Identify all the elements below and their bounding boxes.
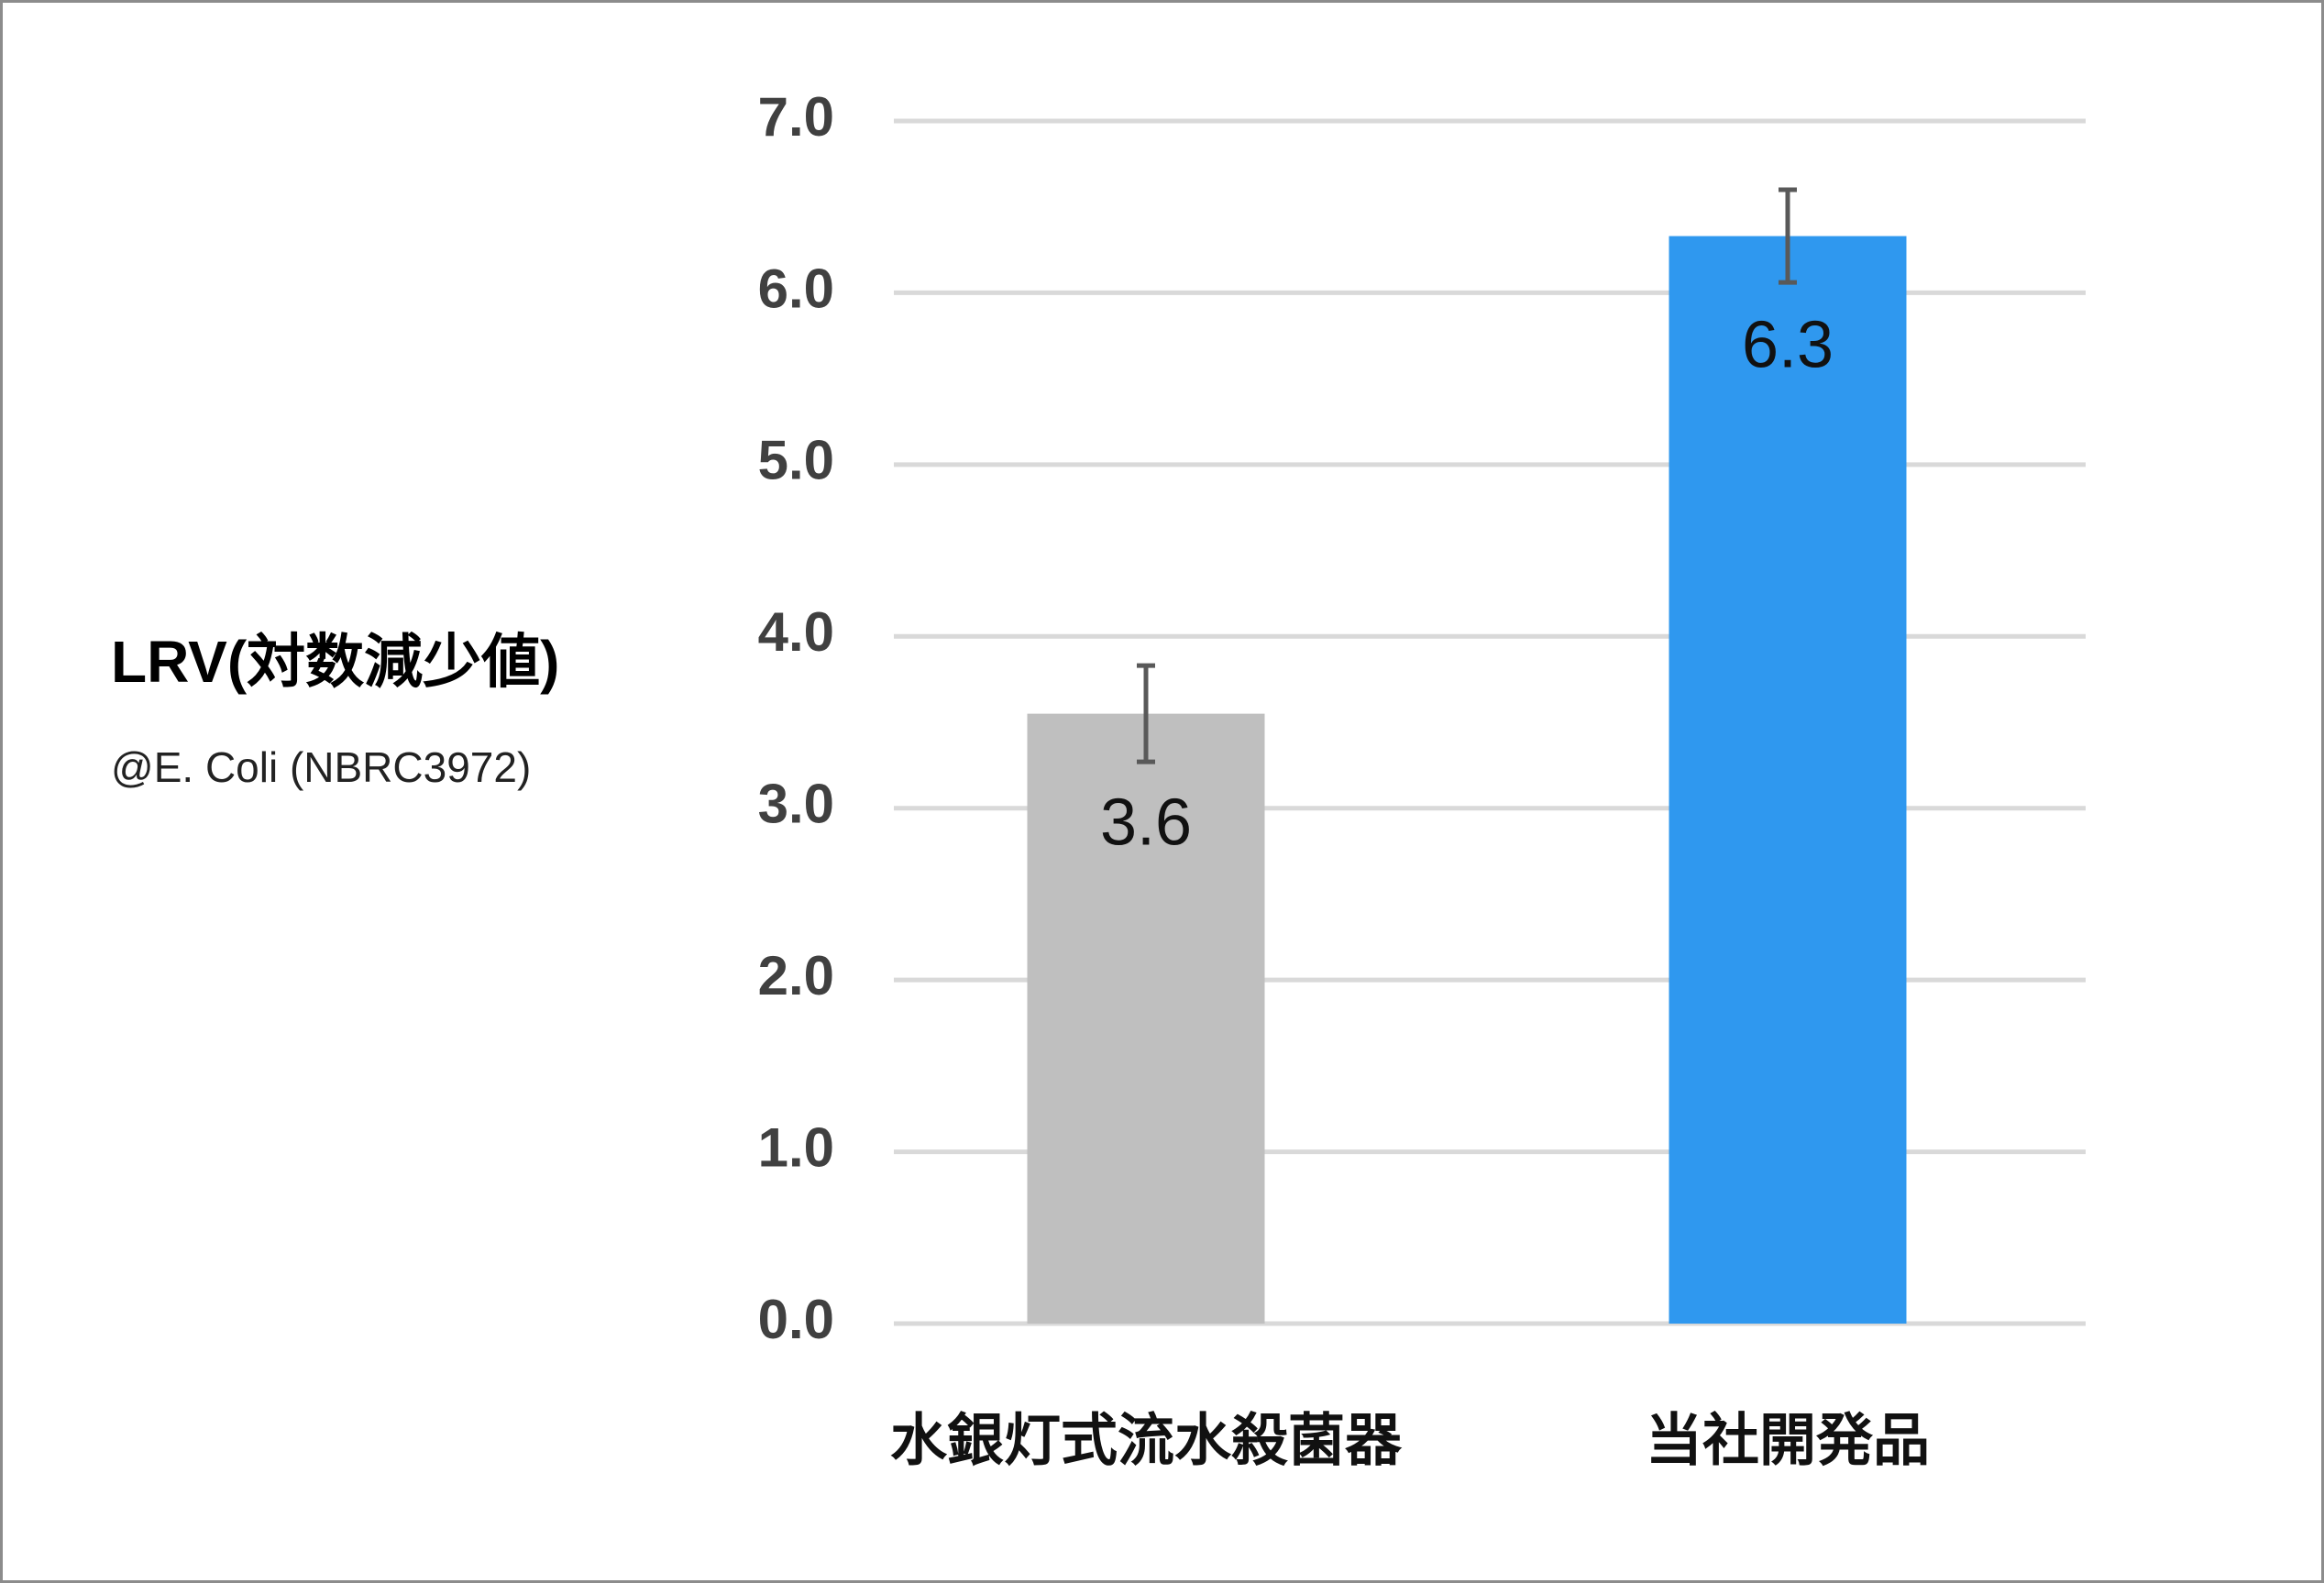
error-bar bbox=[1779, 187, 1797, 285]
y-tick-label: 1.0 bbox=[758, 1116, 834, 1178]
x-tick-label: 水銀灯式流水殺菌器 bbox=[890, 1409, 1403, 1472]
bar bbox=[1027, 713, 1265, 1324]
error-bar bbox=[1137, 663, 1155, 764]
y-tick-label: 5.0 bbox=[758, 430, 834, 491]
y-tick-label: 0.0 bbox=[758, 1289, 834, 1350]
chart-subtitle: @E. Coli (NBRC3972) bbox=[111, 743, 531, 791]
y-tick-label: 6.0 bbox=[758, 258, 834, 319]
y-tick-label: 2.0 bbox=[758, 945, 834, 1006]
bar bbox=[1669, 236, 1907, 1324]
chart-title: LRV(対数減少値) bbox=[111, 629, 559, 695]
y-tick-label: 3.0 bbox=[758, 774, 834, 835]
data-label: 6.3 bbox=[1742, 309, 1834, 382]
y-tick-label: 4.0 bbox=[758, 601, 834, 663]
x-tick-label: 当社開発品 bbox=[1646, 1409, 1930, 1472]
data-label: 3.6 bbox=[1100, 786, 1192, 860]
y-tick-label: 7.0 bbox=[758, 86, 834, 148]
